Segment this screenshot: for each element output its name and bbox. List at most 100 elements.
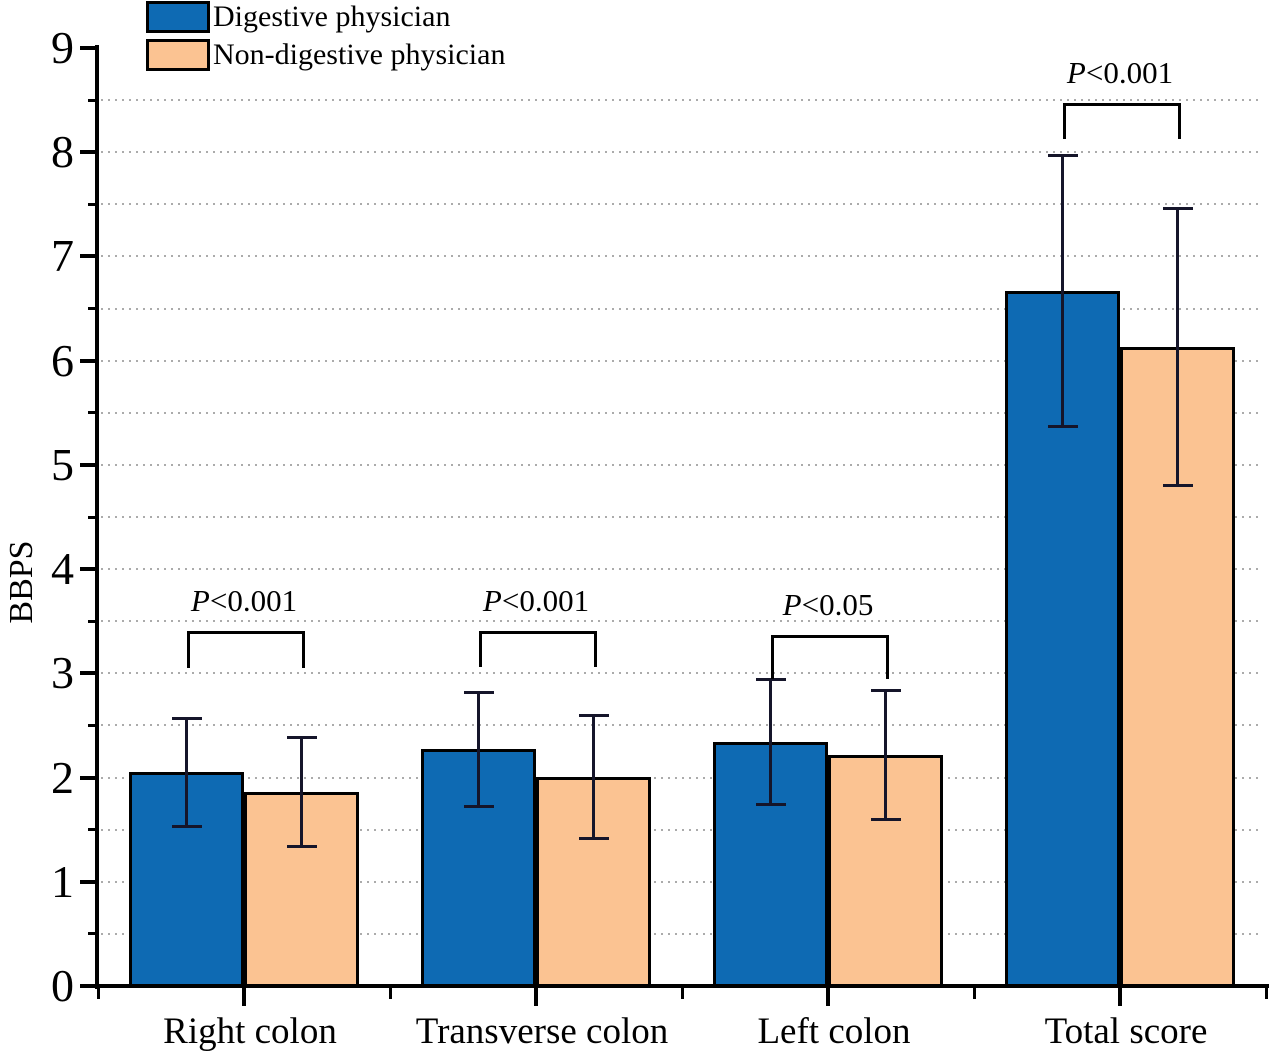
horizontal-gridline bbox=[101, 568, 1263, 571]
error-bar-digestive-physician-left-colon bbox=[769, 679, 772, 805]
error-bar-non-digestive-physician-right-colon bbox=[300, 737, 303, 847]
error-bar-digestive-physician-total-score bbox=[1061, 155, 1064, 427]
significance-bracket-right-leg bbox=[301, 630, 305, 669]
horizontal-gridline bbox=[101, 359, 1263, 362]
error-bar-cap-bottom bbox=[755, 803, 786, 807]
x-minor-tick bbox=[96, 988, 100, 999]
x-minor-tick bbox=[1264, 988, 1268, 999]
y-tick-label: 7 bbox=[51, 230, 74, 282]
y-tick-label: 4 bbox=[51, 543, 74, 595]
error-bar-digestive-physician-transverse-colon bbox=[477, 692, 480, 807]
y-minor-tick bbox=[88, 619, 96, 623]
significance-bracket-left-leg bbox=[186, 630, 190, 669]
y-minor-tick bbox=[88, 411, 96, 415]
horizontal-gridline bbox=[101, 203, 1263, 206]
x-category-label: Right colon bbox=[163, 1011, 337, 1052]
significance-bracket-top bbox=[770, 634, 889, 638]
y-minor-tick bbox=[88, 98, 96, 102]
y-minor-tick bbox=[88, 828, 96, 832]
y-major-tick bbox=[80, 254, 96, 259]
significance-bracket-top bbox=[478, 630, 597, 634]
horizontal-gridline bbox=[101, 932, 1263, 935]
y-major-tick bbox=[80, 567, 96, 572]
y-major-tick bbox=[80, 358, 96, 363]
y-minor-tick bbox=[88, 307, 96, 311]
error-bar-non-digestive-physician-left-colon bbox=[884, 690, 887, 820]
y-tick-label: 1 bbox=[51, 855, 74, 907]
y-tick-label: 8 bbox=[51, 126, 74, 178]
error-bar-non-digestive-physician-transverse-colon bbox=[592, 715, 595, 838]
horizontal-gridline bbox=[101, 99, 1263, 102]
legend: Digestive physician Non-digestive physic… bbox=[146, 0, 506, 78]
y-tick-label: 0 bbox=[51, 960, 74, 1011]
legend-swatch-non-digestive bbox=[146, 39, 210, 71]
horizontal-gridline bbox=[101, 516, 1263, 518]
p-value-label: P<0.001 bbox=[483, 583, 589, 619]
error-bar-cap-bottom bbox=[1047, 424, 1078, 428]
legend-item-non-digestive: Non-digestive physician bbox=[146, 38, 506, 71]
bar-non-digestive-physician-left-colon bbox=[828, 754, 943, 988]
legend-label-non-digestive: Non-digestive physician bbox=[213, 38, 506, 71]
horizontal-gridline bbox=[101, 672, 1263, 675]
y-major-tick bbox=[80, 671, 96, 676]
error-bar-cap-bottom bbox=[578, 836, 609, 840]
p-value-italic-p: P bbox=[1066, 55, 1086, 91]
error-bar-cap-bottom bbox=[171, 825, 202, 829]
significance-bracket-left-leg bbox=[1062, 103, 1066, 139]
y-major-tick bbox=[80, 150, 96, 155]
error-bar-cap-top bbox=[171, 716, 202, 720]
horizontal-gridline bbox=[101, 463, 1263, 466]
error-bar-non-digestive-physician-total-score bbox=[1176, 208, 1179, 486]
horizontal-gridline bbox=[101, 776, 1263, 779]
y-axis-line bbox=[95, 45, 99, 989]
error-bar-cap-bottom bbox=[870, 817, 901, 821]
error-bar-cap-top bbox=[1162, 207, 1193, 210]
y-minor-tick bbox=[88, 932, 96, 936]
y-major-tick bbox=[80, 879, 96, 884]
error-bar-digestive-physician-right-colon bbox=[185, 718, 188, 827]
significance-bracket-left-leg bbox=[478, 630, 482, 668]
legend-label-digestive: Digestive physician bbox=[213, 0, 451, 33]
significance-bracket-top bbox=[1062, 103, 1181, 107]
horizontal-gridline bbox=[101, 828, 1263, 831]
y-major-tick bbox=[80, 46, 96, 50]
y-minor-tick bbox=[88, 202, 96, 206]
error-bar-cap-top bbox=[870, 688, 901, 692]
x-category-label: Transverse colon bbox=[415, 1011, 669, 1052]
y-minor-tick bbox=[88, 723, 96, 727]
horizontal-gridline bbox=[101, 255, 1263, 258]
horizontal-gridline bbox=[101, 307, 1263, 310]
horizontal-gridline bbox=[101, 151, 1263, 154]
significance-bracket-left-leg bbox=[770, 634, 774, 679]
legend-item-digestive: Digestive physician bbox=[146, 0, 505, 33]
x-major-tick bbox=[242, 988, 246, 1006]
x-minor-tick bbox=[972, 988, 976, 999]
legend-swatch-digestive bbox=[146, 1, 210, 33]
y-major-tick bbox=[80, 775, 96, 780]
p-value-text: <0.001 bbox=[1085, 55, 1174, 91]
p-value-label: P<0.001 bbox=[1067, 55, 1173, 91]
significance-bracket-right-leg bbox=[1177, 103, 1181, 139]
error-bar-cap-top bbox=[286, 736, 317, 740]
error-bar-cap-top bbox=[755, 678, 786, 682]
y-tick-label: 9 bbox=[51, 22, 74, 73]
p-value-label: P<0.05 bbox=[783, 587, 874, 623]
x-minor-tick bbox=[680, 988, 684, 999]
p-value-italic-p: P bbox=[482, 582, 502, 618]
x-minor-tick bbox=[388, 988, 392, 999]
x-major-tick bbox=[826, 988, 830, 1006]
x-major-tick bbox=[1118, 988, 1122, 1006]
error-bar-cap-top bbox=[578, 713, 609, 717]
x-category-label: Left colon bbox=[757, 1011, 911, 1052]
significance-bracket-top bbox=[186, 630, 305, 634]
y-tick-label: 6 bbox=[51, 334, 74, 386]
x-axis-line bbox=[95, 984, 1269, 988]
p-value-text: <0.05 bbox=[801, 586, 874, 622]
p-value-label: P<0.001 bbox=[191, 583, 297, 619]
horizontal-gridline bbox=[101, 880, 1263, 883]
horizontal-gridline bbox=[101, 724, 1263, 727]
error-bar-cap-top bbox=[1047, 153, 1078, 157]
significance-bracket-right-leg bbox=[885, 634, 889, 679]
y-tick-label: 3 bbox=[51, 647, 74, 699]
